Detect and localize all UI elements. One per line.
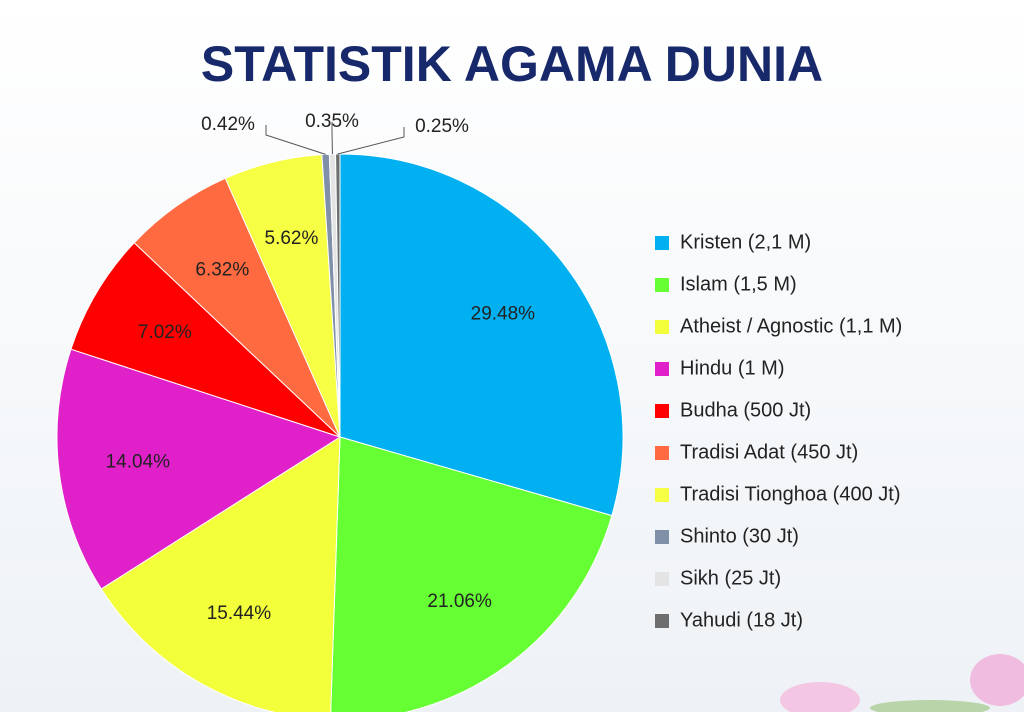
slice-label: 7.02% bbox=[138, 322, 192, 343]
legend-label: Atheist / Agnostic (1,1 M) bbox=[680, 315, 902, 337]
legend-label: Yahudi (18 Jt) bbox=[680, 609, 803, 631]
slice-label: 14.04% bbox=[106, 452, 171, 473]
legend-swatch bbox=[655, 572, 669, 586]
slice-label: 21.06% bbox=[427, 591, 492, 612]
chart-title: STATISTIK AGAMA DUNIA bbox=[201, 36, 823, 92]
slice-label: 6.32% bbox=[195, 260, 249, 281]
legend-swatch bbox=[655, 446, 669, 460]
slice-label: 5.62% bbox=[265, 228, 319, 249]
slice-label: 29.48% bbox=[471, 304, 536, 325]
legend-swatch bbox=[655, 236, 669, 250]
slice-label: 0.35% bbox=[305, 111, 359, 132]
legend-swatch bbox=[655, 530, 669, 544]
legend-swatch bbox=[655, 404, 669, 418]
legend-swatch bbox=[655, 362, 669, 376]
legend-label: Shinto (30 Jt) bbox=[680, 525, 799, 547]
slice-label: 15.44% bbox=[207, 603, 272, 624]
legend-swatch bbox=[655, 614, 669, 628]
legend-swatch bbox=[655, 278, 669, 292]
legend-label: Hindu (1 M) bbox=[680, 357, 784, 379]
legend-label: Tradisi Adat (450 Jt) bbox=[680, 441, 858, 463]
legend-label: Islam (1,5 M) bbox=[680, 273, 797, 295]
legend-swatch bbox=[655, 320, 669, 334]
legend-label: Kristen (2,1 M) bbox=[680, 231, 811, 253]
slice-label: 0.42% bbox=[201, 114, 255, 135]
legend-label: Tradisi Tionghoa (400 Jt) bbox=[680, 483, 900, 505]
slice-label: 0.25% bbox=[415, 116, 469, 137]
legend-swatch bbox=[655, 488, 669, 502]
legend-label: Budha (500 Jt) bbox=[680, 399, 811, 421]
legend-label: Sikh (25 Jt) bbox=[680, 567, 781, 589]
